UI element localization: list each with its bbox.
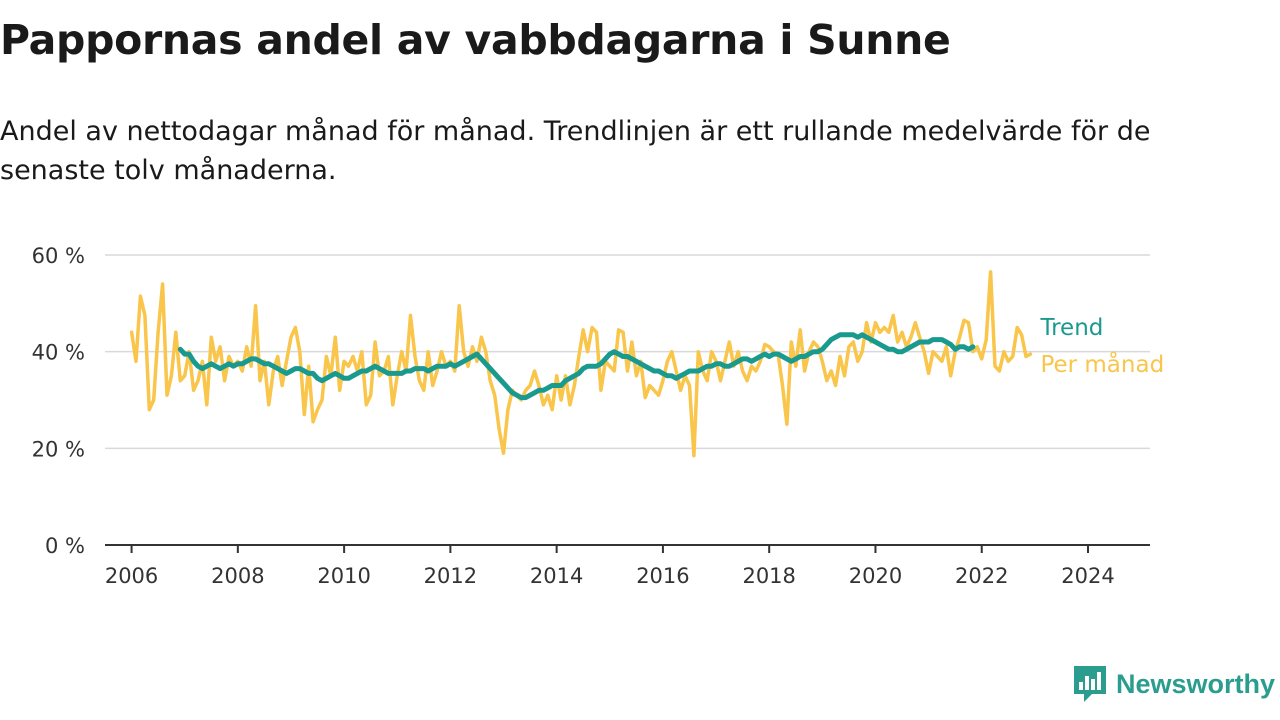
x-tick-label: 2020	[849, 564, 902, 588]
series-lines	[129, 270, 1033, 458]
chart-title: Pappornas andel av vabbdagarna i Sunne	[0, 16, 951, 64]
brand-name: Newsworthy	[1116, 668, 1276, 699]
series-line-per-manad	[129, 270, 1033, 458]
series-label-trend: Trend	[1039, 315, 1103, 341]
x-tick-label: 2024	[1061, 564, 1114, 588]
x-axis: 2006 2008 2010 2012 2014 2016 2018 2020 2022 2024	[105, 544, 1150, 588]
x-tick-label: 2016	[636, 564, 689, 588]
x-tick-label: 2022	[955, 564, 1008, 588]
x-tick-label: 2006	[105, 564, 158, 588]
series-line-trend	[177, 332, 976, 401]
series-label-per-manad: Per månad	[1040, 350, 1164, 378]
y-tick-label: 40 %	[32, 341, 85, 365]
y-tick-label: 60 %	[32, 244, 85, 268]
x-tick-label: 2018	[742, 564, 795, 588]
brand-logo: Newsworthy	[1072, 664, 1275, 704]
series-labels: Trend Per månad	[1039, 315, 1164, 378]
y-tick-label: 20 %	[32, 437, 85, 461]
x-tick-label: 2010	[317, 564, 370, 588]
x-tick-label: 2014	[530, 564, 583, 588]
newsworthy-bar-chart-icon	[1074, 666, 1106, 702]
x-tick-label: 2012	[424, 564, 477, 588]
chart-subtitle: Andel av nettodagar månad för månad. Tre…	[0, 116, 1151, 186]
gridlines: 0 % 20 % 40 % 60 %	[32, 244, 1150, 558]
x-tick-label: 2008	[211, 564, 264, 588]
y-tick-label: 0 %	[45, 534, 85, 558]
